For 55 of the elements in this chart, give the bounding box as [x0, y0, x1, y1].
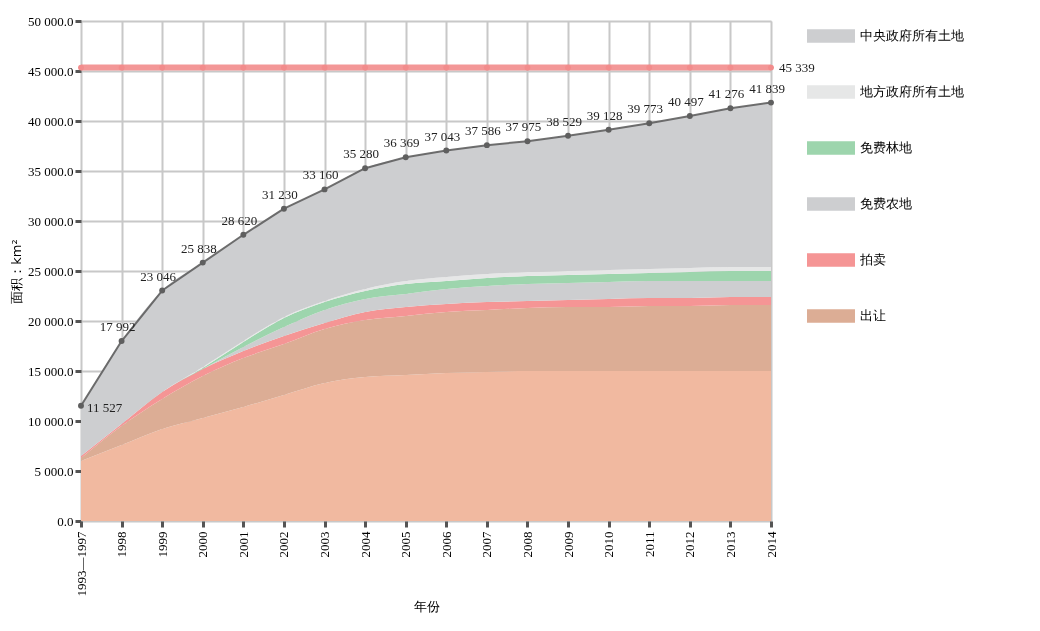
x-tick-label: 2008 — [519, 531, 535, 558]
y-tick-label: 0.0 — [57, 513, 74, 529]
total-label: 25 838 — [180, 240, 217, 256]
y-tick-label: 25 000.0 — [28, 263, 74, 279]
x-tick-label: 2001 — [235, 531, 251, 558]
x-tick-label: 1999 — [154, 531, 170, 558]
y-tick-label: 35 000.0 — [28, 163, 74, 179]
x-tick-label: 2013 — [722, 531, 738, 558]
y-tick-label: 45 000.0 — [28, 63, 74, 79]
x-tick-label: 2004 — [357, 531, 373, 558]
x-tick-label: 2014 — [763, 531, 779, 558]
x-tick-label: 2003 — [317, 531, 333, 558]
y-tick-label: 40 000.0 — [28, 113, 74, 129]
x-tick-label: 2011 — [641, 531, 657, 558]
x-tick-label: 2009 — [560, 531, 576, 558]
data-label: 45 339 — [779, 59, 815, 75]
total-label: 37 586 — [465, 123, 502, 139]
y-tick-label: 50 000.0 — [28, 13, 74, 29]
y-tick-label: 30 000.0 — [28, 213, 74, 229]
x-tick-label: 2000 — [195, 531, 211, 558]
y-axis-title: 面积：km² — [9, 239, 24, 304]
legend-label: 拍卖 — [859, 252, 886, 267]
total-label: 36 369 — [383, 135, 420, 151]
x-axis-title: 年份 — [413, 598, 440, 614]
x-tick-label: 1998 — [114, 531, 130, 558]
x-tick-label: 2007 — [479, 531, 495, 558]
legend-label: 中央政府所有土地 — [860, 28, 964, 43]
x-tick-label: 1993—1997 — [73, 531, 89, 597]
y-tick-label: 15 000.0 — [28, 363, 74, 379]
total-label: 37 975 — [505, 119, 542, 135]
x-tick-label: 2006 — [438, 531, 454, 558]
total-label: 37 043 — [424, 128, 461, 144]
total-label: 35 280 — [343, 146, 379, 162]
total-label: 39 773 — [627, 101, 664, 117]
total-label: 41 276 — [708, 86, 745, 102]
x-tick-label: 2002 — [276, 531, 292, 558]
total-label: 39 128 — [586, 107, 623, 123]
y-tick-label: 5 000.0 — [34, 463, 74, 479]
total-label: 41 839 — [749, 80, 785, 96]
x-tick-label: 2005 — [398, 531, 414, 558]
x-tick-label: 2012 — [682, 531, 698, 558]
y-tick-label: 20 000.0 — [28, 313, 74, 329]
legend-label: 出让 — [860, 308, 886, 323]
total-label: 23 046 — [140, 268, 177, 284]
total-label: 17 992 — [99, 319, 136, 335]
total-label: 33 160 — [302, 167, 339, 183]
y-tick-label: 10 000.0 — [28, 413, 74, 429]
total-label: 38 529 — [546, 113, 582, 129]
legend-label: 免费农地 — [860, 196, 912, 211]
legend-label: 免费林地 — [860, 140, 912, 155]
x-tick-label: 2010 — [601, 531, 617, 558]
total-label: 28 620 — [221, 212, 258, 228]
total-label: 31 230 — [262, 186, 298, 202]
legend-label: 地方政府所有土地 — [859, 84, 964, 99]
total-label: 40 497 — [667, 94, 705, 110]
